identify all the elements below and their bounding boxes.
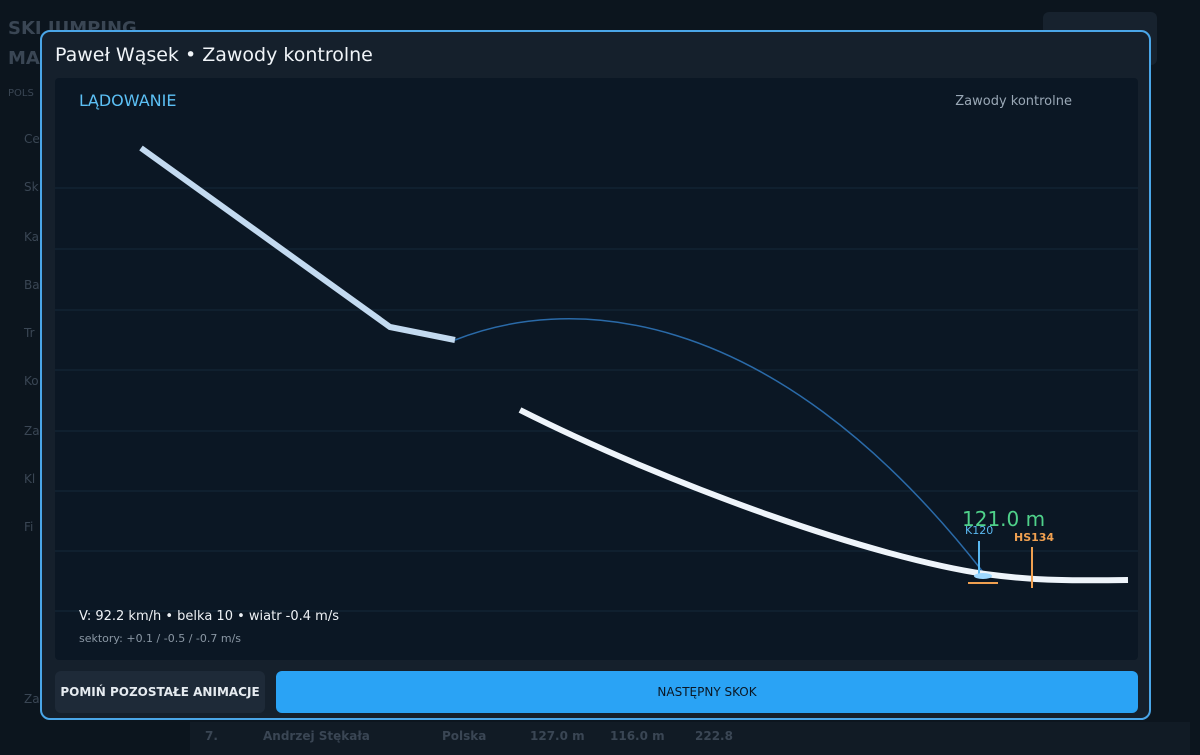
modal: Paweł Wąsek • Zawody kontrolne LĄDOWANIE… <box>40 30 1151 720</box>
table-row <box>190 722 1190 755</box>
k-point-label: K120 <box>965 524 994 537</box>
sidebar-item: Ko <box>24 374 39 388</box>
landing-panel: LĄDOWANIE Zawody kontrolne 121.0 m K120 … <box>55 78 1138 660</box>
sidebar-item: Sk <box>24 180 39 194</box>
flight-path <box>454 318 984 573</box>
phase-label: LĄDOWANIE <box>79 91 177 110</box>
table-cell: 116.0 m <box>610 729 665 743</box>
sidebar-item: Ba <box>24 278 40 292</box>
sidebar-item: Tr <box>24 326 35 340</box>
country-tab: POLS <box>8 88 34 99</box>
jump-view <box>55 145 1138 612</box>
sidebar-item: Za <box>24 692 40 706</box>
table-cell: 222.8 <box>695 729 733 743</box>
sidebar-item: Ce <box>24 132 40 146</box>
landing-hill <box>518 407 1129 584</box>
sidebar-item: Kl <box>24 472 36 486</box>
skip-button[interactable]: POMIŃ POZOSTAŁE ANIMACJE <box>55 671 265 713</box>
sidebar-item: Za <box>24 424 40 438</box>
sidebar-item: Fi <box>24 520 34 534</box>
modal-title: Paweł Wąsek • Zawody kontrolne <box>55 44 373 66</box>
inrun <box>139 145 456 343</box>
event-label: Zawody kontrolne <box>955 94 1072 109</box>
table-cell: Polska <box>442 729 487 743</box>
distance-label: 121.0 m <box>962 507 1046 531</box>
wind-sectors: sektory: +0.1 / -0.5 / -0.7 m/s <box>79 632 242 645</box>
next-button[interactable]: NASTĘPNY SKOK <box>276 671 1138 713</box>
table-cell: 127.0 m <box>530 729 585 743</box>
table-cell: 7. <box>205 729 218 743</box>
jumper <box>974 573 992 579</box>
hs-label: HS134 <box>1014 531 1055 544</box>
sidebar: Ce Sk Ka Ba Tr Ko Za Kl Fi Za <box>8 110 40 730</box>
app-title: MA <box>8 48 40 69</box>
sidebar-item: Ka <box>24 230 40 244</box>
jump-stats: V: 92.2 km/h • belka 10 • wiatr -0.4 m/s <box>79 609 339 624</box>
table-cell: Andrzej Stękała <box>263 729 370 743</box>
